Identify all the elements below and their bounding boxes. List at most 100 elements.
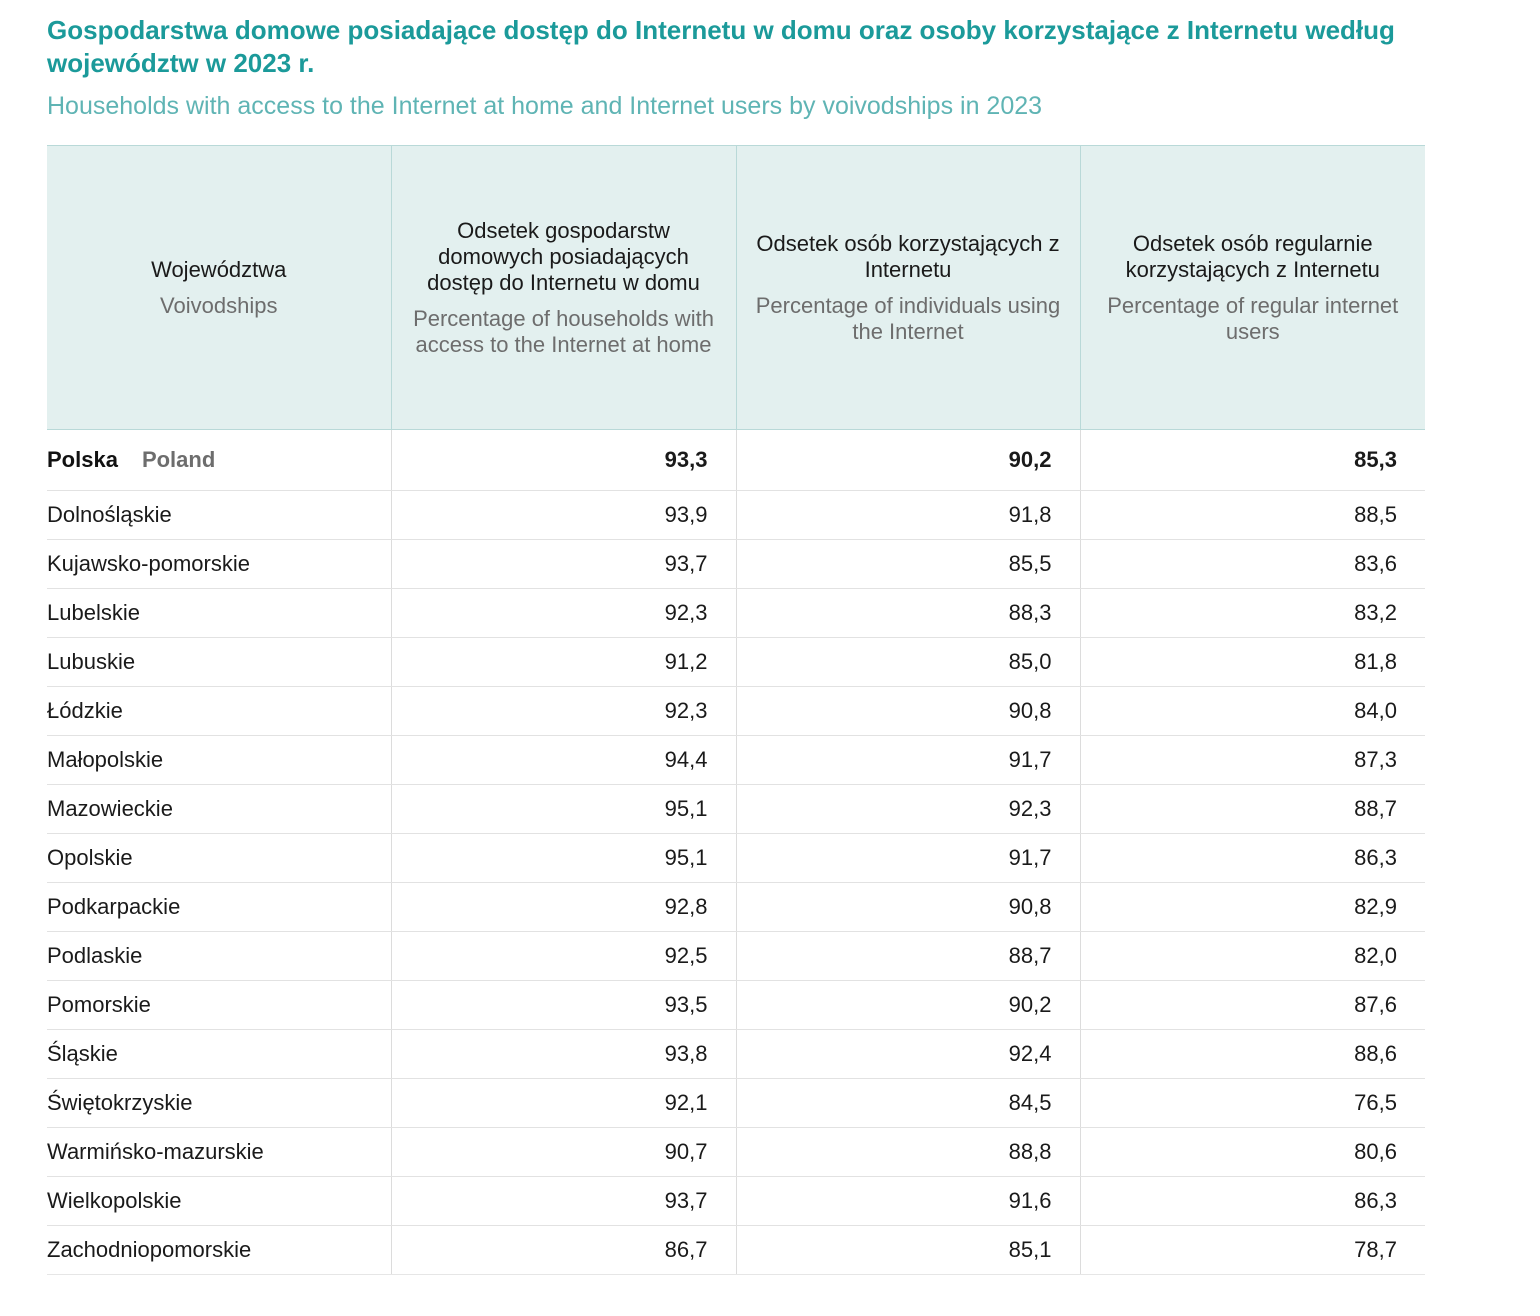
- total-name-pl: Polska: [47, 447, 118, 472]
- header-voivodships: Województwa Voivodships: [47, 145, 391, 430]
- header-label-en: Percentage of individuals using the Inte…: [755, 292, 1061, 344]
- value-households: 90,7: [390, 1127, 736, 1177]
- voivodship-name: Małopolskie: [47, 735, 391, 785]
- total-value-households: 93,3: [390, 429, 736, 491]
- value-households: 93,9: [390, 490, 736, 540]
- voivodship-name: Mazowieckie: [47, 784, 391, 834]
- value-households: 93,7: [390, 539, 736, 589]
- value-regular: 86,3: [1079, 1176, 1425, 1226]
- voivodship-name: Podlaskie: [47, 931, 391, 981]
- value-regular: 82,0: [1079, 931, 1425, 981]
- voivodship-name: Opolskie: [47, 833, 391, 883]
- table-row: Zachodniopomorskie 86,7 85,1 78,7: [47, 1225, 1425, 1275]
- value-households: 93,8: [390, 1029, 736, 1079]
- value-regular: 87,3: [1079, 735, 1425, 785]
- value-individuals: 90,8: [735, 686, 1080, 736]
- voivodship-name: Wielkopolskie: [47, 1176, 391, 1226]
- header-label-en: Percentage of households with access to …: [413, 305, 714, 357]
- value-regular: 84,0: [1079, 686, 1425, 736]
- header-individuals-using: Odsetek osób korzystających z Internetu …: [735, 145, 1080, 430]
- table-row: Kujawsko-pomorskie 93,7 85,5 83,6: [47, 539, 1425, 589]
- value-households: 95,1: [390, 784, 736, 834]
- value-regular: 88,5: [1079, 490, 1425, 540]
- table-row: Podlaskie 92,5 88,7 82,0: [47, 931, 1425, 981]
- table-row: Śląskie 93,8 92,4 88,6: [47, 1029, 1425, 1079]
- value-individuals: 92,3: [735, 784, 1080, 834]
- voivodship-name: Lubelskie: [47, 588, 391, 638]
- value-households: 94,4: [390, 735, 736, 785]
- total-value-individuals: 90,2: [735, 429, 1080, 491]
- voivodship-name: Warmińsko-mazurskie: [47, 1127, 391, 1177]
- total-value-regular: 85,3: [1079, 429, 1425, 491]
- value-households: 92,8: [390, 882, 736, 932]
- value-regular: 88,6: [1079, 1029, 1425, 1079]
- header-label-pl: Odsetek osób regularnie korzystających z…: [1125, 230, 1380, 282]
- table-row: Opolskie 95,1 91,7 86,3: [47, 833, 1425, 883]
- value-individuals: 90,2: [735, 980, 1080, 1030]
- voivodship-internet-table: Województwa Voivodships Odsetek gospodar…: [47, 145, 1425, 1275]
- value-households: 92,1: [390, 1078, 736, 1128]
- value-regular: 76,5: [1079, 1078, 1425, 1128]
- title-polish: Gospodarstwa domowe posiadające dostęp d…: [47, 15, 1395, 78]
- table-row: Warmińsko-mazurskie 90,7 88,8 80,6: [47, 1127, 1425, 1177]
- voivodship-name: Kujawsko-pomorskie: [47, 539, 391, 589]
- value-individuals: 88,3: [735, 588, 1080, 638]
- value-regular: 83,2: [1079, 588, 1425, 638]
- value-households: 92,5: [390, 931, 736, 981]
- value-individuals: 85,5: [735, 539, 1080, 589]
- value-individuals: 85,0: [735, 637, 1080, 687]
- value-households: 92,3: [390, 686, 736, 736]
- value-individuals: 88,8: [735, 1127, 1080, 1177]
- total-row: Polska Poland 93,3 90,2 85,3: [47, 429, 1425, 491]
- header-label-pl: Województwa: [151, 256, 287, 282]
- value-households: 92,3: [390, 588, 736, 638]
- voivodship-name: Zachodniopomorskie: [47, 1225, 391, 1275]
- header-label-en: Percentage of regular internet users: [1107, 292, 1399, 344]
- voivodship-name: Świętokrzyskie: [47, 1078, 391, 1128]
- table-header: Województwa Voivodships Odsetek gospodar…: [47, 145, 1425, 430]
- value-regular: 81,8: [1079, 637, 1425, 687]
- table-row: Podkarpackie 92,8 90,8 82,9: [47, 882, 1425, 932]
- voivodship-name: Łódzkie: [47, 686, 391, 736]
- voivodship-name: Dolnośląskie: [47, 490, 391, 540]
- value-individuals: 85,1: [735, 1225, 1080, 1275]
- value-households: 95,1: [390, 833, 736, 883]
- value-regular: 86,3: [1079, 833, 1425, 883]
- value-regular: 78,7: [1079, 1225, 1425, 1275]
- table-row: Pomorskie 93,5 90,2 87,6: [47, 980, 1425, 1030]
- voivodship-name: Podkarpackie: [47, 882, 391, 932]
- value-individuals: 91,7: [735, 833, 1080, 883]
- header-label-pl: Odsetek osób korzystających z Internetu: [756, 230, 1060, 282]
- voivodship-name: Lubuskie: [47, 637, 391, 687]
- value-households: 86,7: [390, 1225, 736, 1275]
- header-label-pl: Odsetek gospodarstw domowych posiadający…: [427, 217, 700, 295]
- header-regular-users: Odsetek osób regularnie korzystających z…: [1079, 145, 1425, 430]
- table-row: Wielkopolskie 93,7 91,6 86,3: [47, 1176, 1425, 1226]
- value-households: 93,7: [390, 1176, 736, 1226]
- header-label-en: Voivodships: [160, 292, 278, 318]
- header-row: Województwa Voivodships Odsetek gospodar…: [47, 145, 1425, 430]
- total-name-en: Poland: [141, 447, 216, 472]
- value-individuals: 91,8: [735, 490, 1080, 540]
- value-regular: 82,9: [1079, 882, 1425, 932]
- voivodship-name: Śląskie: [47, 1029, 391, 1079]
- value-individuals: 92,4: [735, 1029, 1080, 1079]
- table-row: Łódzkie 92,3 90,8 84,0: [47, 686, 1425, 736]
- value-households: 91,2: [390, 637, 736, 687]
- voivodship-name: Pomorskie: [47, 980, 391, 1030]
- value-individuals: 90,8: [735, 882, 1080, 932]
- title-english: Households with access to the Internet a…: [47, 92, 1043, 120]
- table-row: Świętokrzyskie 92,1 84,5 76,5: [47, 1078, 1425, 1128]
- value-regular: 88,7: [1079, 784, 1425, 834]
- table-row: Mazowieckie 95,1 92,3 88,7: [47, 784, 1425, 834]
- header-households-access: Odsetek gospodarstw domowych posiadający…: [390, 145, 736, 430]
- table-row: Lubuskie 91,2 85,0 81,8: [47, 637, 1425, 687]
- total-name-cell: Polska Poland: [47, 429, 391, 491]
- table-row: Lubelskie 92,3 88,3 83,2: [47, 588, 1425, 638]
- value-households: 93,5: [390, 980, 736, 1030]
- table-row: Dolnośląskie 93,9 91,8 88,5: [47, 490, 1425, 540]
- value-regular: 80,6: [1079, 1127, 1425, 1177]
- value-individuals: 91,6: [735, 1176, 1080, 1226]
- value-regular: 83,6: [1079, 539, 1425, 589]
